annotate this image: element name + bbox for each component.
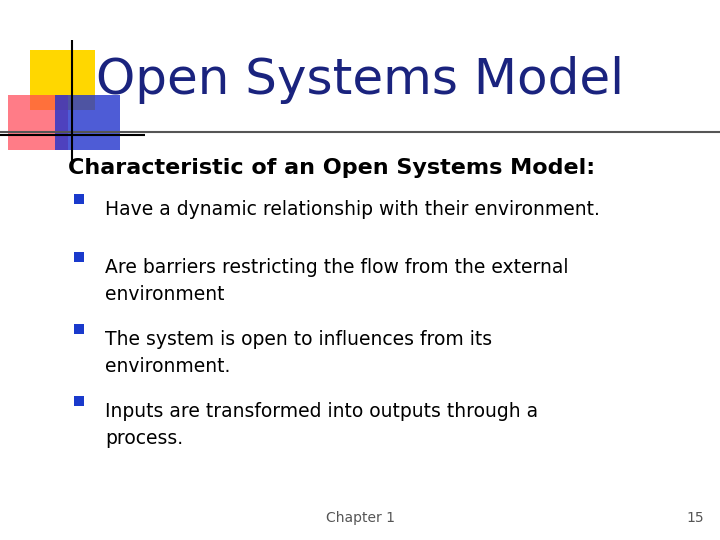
Text: The system is open to influences from its
environment.: The system is open to influences from it… [105,330,492,375]
Bar [74,396,84,406]
Text: Inputs are transformed into outputs through a
process.: Inputs are transformed into outputs thro… [105,402,538,448]
Bar [30,50,95,110]
Bar [74,194,84,204]
Text: Open Systems Model: Open Systems Model [96,56,624,104]
Text: Characteristic of an Open Systems Model:: Characteristic of an Open Systems Model: [68,158,595,178]
Bar [74,324,84,334]
Text: Are barriers restricting the flow from the external
environment: Are barriers restricting the flow from t… [105,258,569,303]
Text: Chapter 1: Chapter 1 [325,511,395,525]
Bar [8,95,68,150]
Text: 15: 15 [686,511,704,525]
Bar [74,252,84,262]
Text: Have a dynamic relationship with their environment.: Have a dynamic relationship with their e… [105,200,600,219]
Bar [55,95,120,150]
